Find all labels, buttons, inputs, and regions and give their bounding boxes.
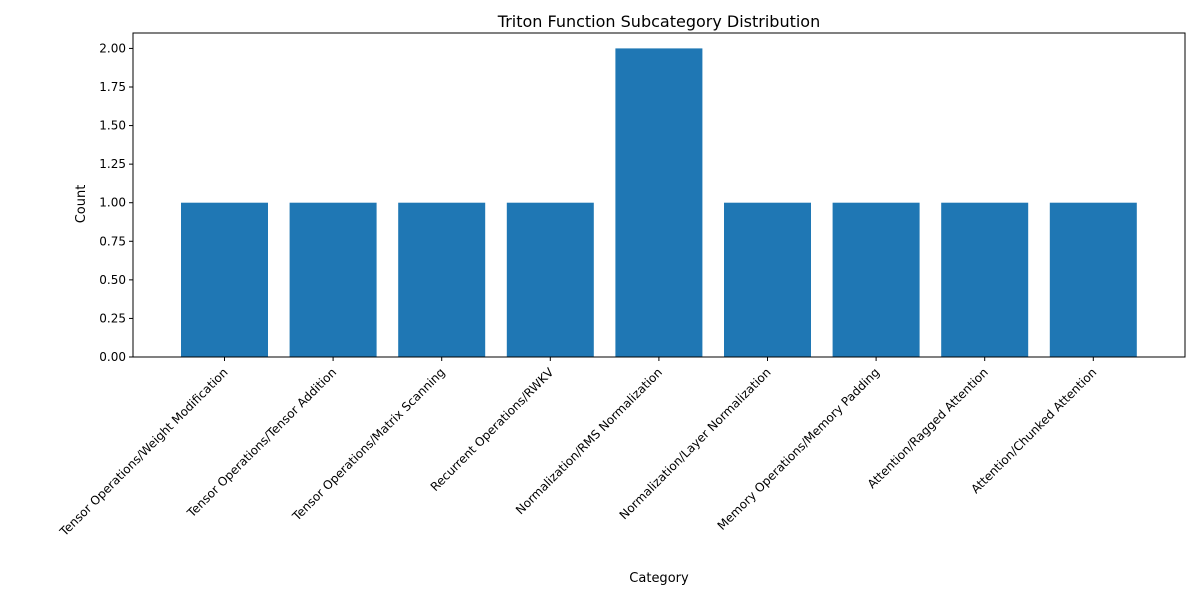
bar [941,202,1029,357]
bar [1049,202,1137,357]
bar [615,48,703,358]
y-tick-label: 2.00 [99,41,126,55]
y-tick-label: 1.25 [99,157,126,171]
bar [506,202,594,357]
bar [289,202,377,357]
bar [724,202,811,357]
y-tick-label: 0.75 [99,234,126,248]
x-axis-label: Category [629,571,689,586]
y-tick-label: 1.50 [99,119,126,133]
bar [398,202,486,357]
y-tick-label: 1.00 [99,196,126,210]
bar [832,202,920,357]
bar [181,202,268,357]
y-axis-label: Count [74,185,89,224]
y-tick-label: 1.75 [99,80,126,94]
y-tick-label: 0.00 [99,350,126,364]
y-tick-label: 0.25 [99,311,126,325]
y-tick-label: 0.50 [99,273,126,287]
chart-title: Triton Function Subcategory Distribution [497,12,820,31]
